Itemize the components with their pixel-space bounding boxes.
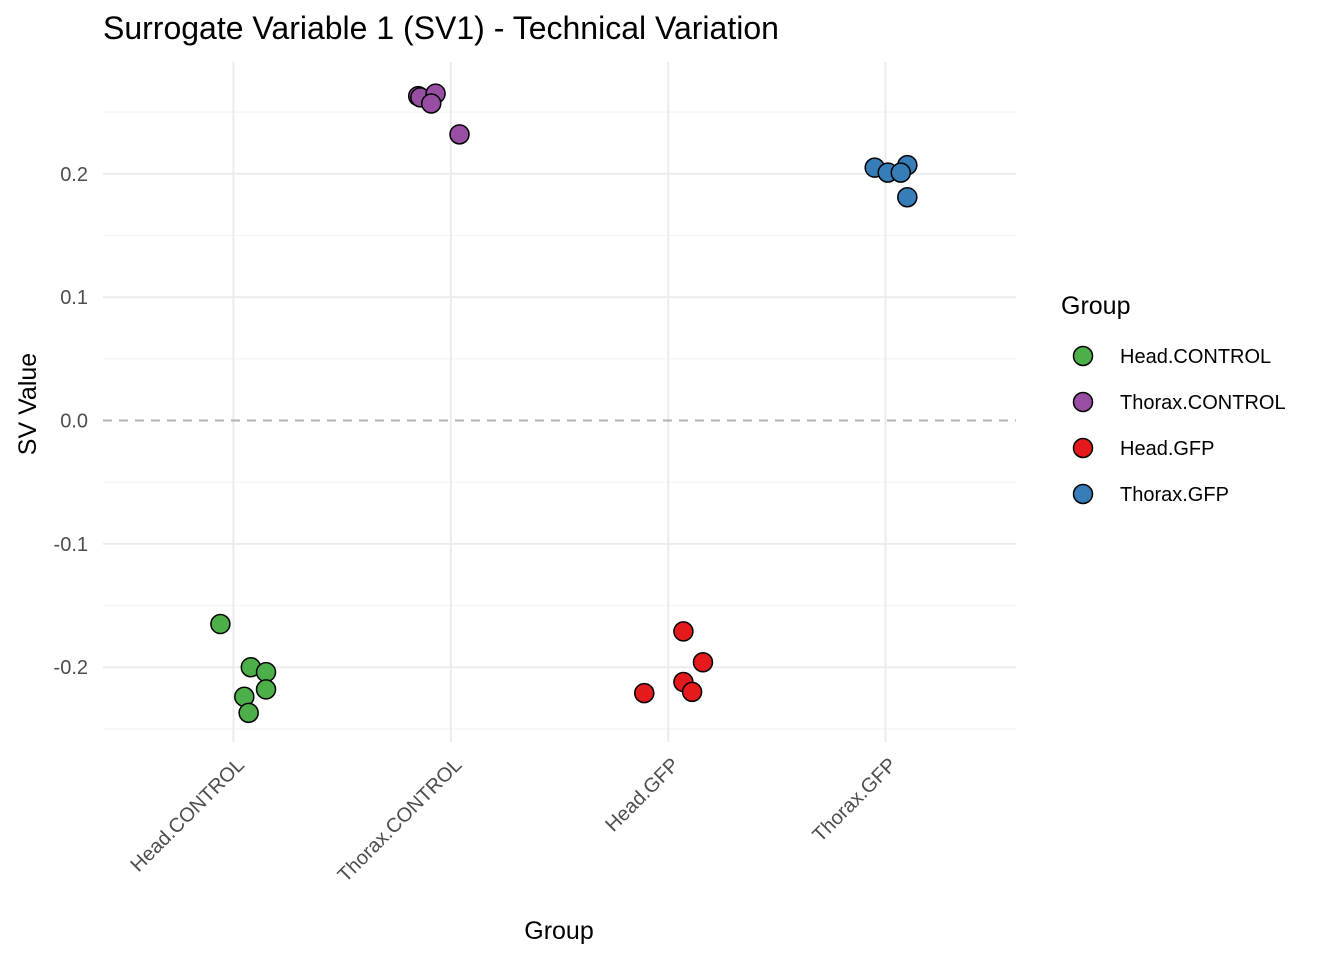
point-thorax-gfp [897, 186, 918, 208]
y-tick-label: -0.1 [54, 534, 88, 556]
legend-entries: Head.CONTROL Thorax.CONTROL Head.GFP Thorax… [1072, 345, 1286, 506]
data-points [210, 83, 918, 724]
point-head-control [210, 613, 231, 635]
y-tick-label: -0.2 [54, 657, 88, 679]
y-tick-label: 0.2 [60, 164, 88, 186]
legend-key-head-gfp [1072, 437, 1094, 459]
x-axis-ticks: Head.CONTROL Thorax.CONTROL Head.GFP Thorax… [127, 754, 902, 887]
chart-title: Surrogate Variable 1 (SV1) - Technical V… [103, 10, 779, 46]
y-axis-title: SV Value [14, 353, 42, 455]
point-head-control [238, 702, 259, 724]
x-tick-label: Head.CONTROL [127, 754, 249, 876]
point-thorax-control [420, 93, 442, 114]
point-head-gfp [681, 681, 703, 703]
point-head-gfp [692, 652, 714, 673]
legend-label: Head.CONTROL [1120, 346, 1271, 368]
point-head-gfp [634, 682, 655, 704]
point-thorax-control [449, 124, 470, 145]
point-head-control [255, 661, 277, 683]
x-axis-title: Group [524, 917, 593, 945]
minor-gridlines [103, 111, 1016, 730]
legend-key-thorax-gfp [1072, 483, 1094, 505]
legend: Group Head.CONTROL Thorax.CONTROL Head.GFP… [1061, 292, 1286, 506]
legend-label: Thorax.GFP [1120, 484, 1229, 506]
legend-key-head-control [1072, 345, 1094, 367]
point-head-control [255, 679, 277, 700]
legend-label: Head.GFP [1120, 438, 1214, 460]
y-axis-ticks: -0.2 -0.1 0.0 0.1 0.2 [54, 164, 88, 679]
point-head-gfp [673, 621, 694, 642]
x-tick-label: Thorax.GFP [809, 754, 902, 847]
x-tick-label: Thorax.CONTROL [334, 754, 467, 887]
y-tick-label: 0.0 [60, 411, 88, 433]
x-tick-label: Head.GFP [601, 754, 683, 836]
y-tick-label: 0.1 [60, 287, 88, 309]
legend-label: Thorax.CONTROL [1120, 392, 1286, 414]
point-thorax-gfp [890, 162, 912, 183]
legend-key-thorax-control [1072, 391, 1094, 413]
legend-title: Group [1061, 292, 1130, 320]
